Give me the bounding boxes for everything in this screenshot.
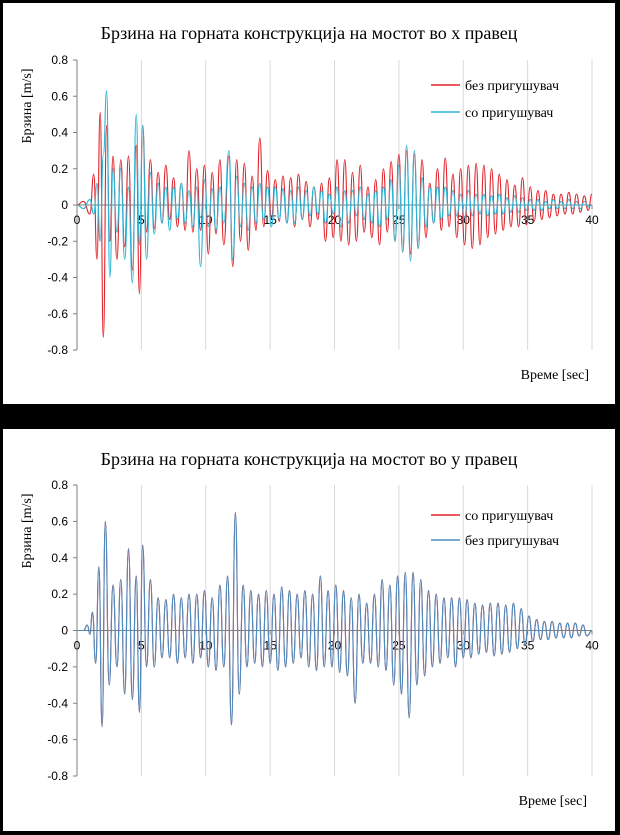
legend: без пригушувач со пригушувач [431, 79, 559, 121]
x-axis-label: Време [sec] [519, 794, 587, 809]
y-tick-label: 0 [61, 624, 68, 638]
x-tick-label: 5 [138, 213, 145, 227]
legend-label-series-1: со пригушувач [465, 509, 553, 524]
x-tick-label: 40 [585, 639, 599, 653]
x-tick-label: 30 [457, 639, 471, 653]
plot-area: 0.80.60.40.20-0.2-0.4-0.6-0.80 5 10 15 20 25 3… [47, 53, 599, 357]
y-tick-label: 0.6 [51, 514, 68, 528]
plot-area: 0.80.60.40.20-0.2-0.4-0.6-0.80 5 10 15 20 25 3… [47, 478, 599, 783]
y-tick-label: -0.4 [47, 271, 68, 285]
x-tick-label: 25 [392, 639, 406, 653]
x-tick-label: 15 [263, 639, 277, 653]
y-tick-label: 0.4 [51, 551, 68, 565]
legend-label-series-1: без пригушувач [465, 79, 559, 94]
y-axis-label: Брзина [m/s] [20, 494, 35, 569]
x-tick-label: 35 [521, 213, 535, 227]
chart-y-svg: Брзина на горната конструкција на мостот… [20, 449, 599, 809]
legend-label-series-2: со пригушувач [465, 106, 553, 121]
y-tick-label: -0.8 [47, 769, 68, 783]
legend-label-series-2: без пригушувач [465, 534, 559, 549]
series-line-2 [76, 90, 593, 284]
y-tick-label: 0.8 [51, 53, 68, 67]
chart-y-direction: Брзина на горната конструкција на мостот… [2, 428, 616, 832]
y-tick-label: 0.6 [51, 89, 68, 103]
chart-x-svg: Брзина на горната конструкција на мостот… [20, 23, 599, 383]
series-line-1 [76, 112, 593, 338]
chart-title: Брзина на горната конструкција на мостот… [101, 23, 518, 43]
y-tick-label: -0.6 [47, 307, 68, 321]
y-tick-label: 0 [61, 198, 68, 212]
y-tick-label: -0.6 [47, 733, 68, 747]
x-tick-label: 0 [74, 213, 81, 227]
x-axis-label: Време [sec] [521, 368, 589, 383]
x-tick-label: 40 [585, 213, 599, 227]
legend: со пригушувач без пригушувач [431, 509, 559, 549]
y-tick-label: -0.2 [47, 234, 68, 248]
chart-x-direction: Брзина на горната конструкција на мостот… [2, 2, 616, 405]
y-tick-label: 0.2 [51, 587, 68, 601]
x-tick-label: 5 [138, 639, 145, 653]
y-axis-label: Брзина [m/s] [20, 69, 35, 144]
y-tick-label: -0.2 [47, 660, 68, 674]
y-tick-label: 0.4 [51, 126, 68, 140]
y-tick-label: 0.8 [51, 478, 68, 492]
y-tick-label: -0.4 [47, 696, 68, 710]
series-line-2 [77, 511, 593, 728]
y-tick-label: -0.8 [47, 343, 68, 357]
x-tick-label: 0 [74, 639, 81, 653]
chart-title: Брзина на горната конструкција на мостот… [101, 449, 518, 469]
y-tick-label: 0.2 [51, 162, 68, 176]
x-tick-label: 25 [392, 213, 406, 227]
